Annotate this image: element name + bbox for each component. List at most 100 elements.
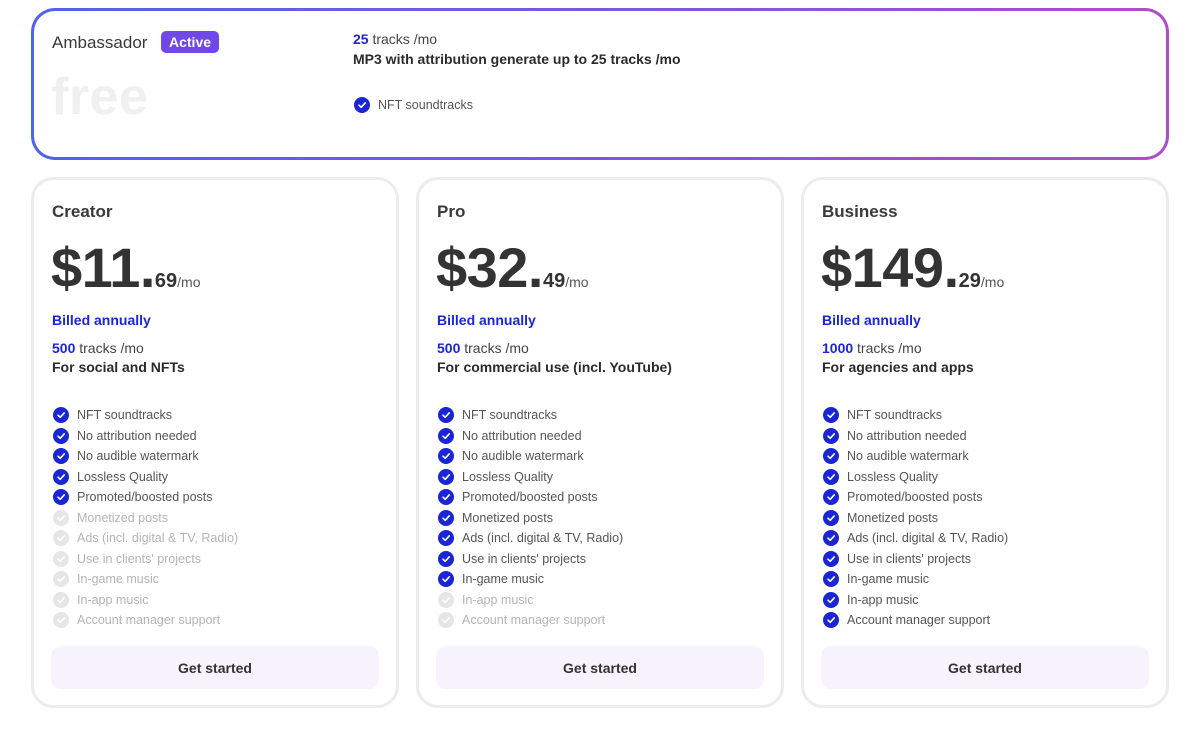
tracks-unit: tracks /mo bbox=[372, 31, 438, 47]
check-icon bbox=[438, 571, 454, 588]
get-started-button[interactable]: Get started bbox=[821, 646, 1149, 689]
feature-item: NFT soundtracks bbox=[53, 405, 238, 426]
check-icon bbox=[53, 468, 69, 485]
feature-item: In-app music bbox=[438, 590, 623, 611]
feature-label: Lossless Quality bbox=[847, 469, 939, 484]
tracks-per-month: 500 tracks /mo bbox=[437, 340, 529, 356]
plan-price: $32.49/mo bbox=[436, 235, 589, 300]
feature-item: No attribution needed bbox=[53, 426, 238, 447]
plan-name: Business bbox=[822, 202, 898, 221]
tracks-count: 500 bbox=[437, 340, 461, 356]
feature-item: No attribution needed bbox=[438, 426, 623, 447]
feature-label: Monetized posts bbox=[77, 510, 169, 525]
check-icon bbox=[53, 530, 69, 547]
feature-item: Promoted/boosted posts bbox=[53, 487, 238, 508]
feature-item: No audible watermark bbox=[823, 446, 1008, 467]
feature-item: NFT soundtracks bbox=[354, 97, 473, 113]
feature-label: No attribution needed bbox=[77, 428, 197, 443]
get-started-button[interactable]: Get started bbox=[436, 646, 764, 689]
tracks-unit: tracks /mo bbox=[857, 340, 922, 356]
feature-item: Monetized posts bbox=[823, 508, 1008, 529]
ambassador-plan-body: Ambassador Active free 25 tracks /mo MP3… bbox=[34, 11, 1166, 157]
check-icon bbox=[823, 591, 839, 608]
feature-label: NFT soundtracks bbox=[462, 408, 557, 423]
feature-label: Ads (incl. digital & TV, Radio) bbox=[77, 531, 239, 546]
plan-name: Ambassador bbox=[52, 33, 148, 52]
check-icon bbox=[53, 550, 69, 567]
feature-label: Use in clients' projects bbox=[77, 551, 201, 566]
feature-item: Account manager support bbox=[53, 610, 238, 631]
tracks-count: 1000 bbox=[822, 340, 854, 356]
feature-label: Use in clients' projects bbox=[462, 551, 586, 566]
check-icon bbox=[438, 427, 454, 444]
check-icon bbox=[438, 591, 454, 608]
feature-label: Account manager support bbox=[77, 613, 221, 628]
feature-label: In-game music bbox=[462, 572, 544, 587]
check-icon bbox=[823, 571, 839, 588]
feature-list: NFT soundtracks No attribution needed No a… bbox=[823, 405, 1008, 631]
feature-item: Ads (incl. digital & TV, Radio) bbox=[53, 528, 238, 549]
check-icon bbox=[823, 468, 839, 485]
billing-note: Billed annually bbox=[52, 312, 151, 328]
feature-item: Monetized posts bbox=[53, 508, 238, 529]
check-icon bbox=[53, 509, 69, 526]
feature-label: In-app music bbox=[462, 592, 534, 607]
tracks-unit: tracks /mo bbox=[79, 340, 144, 356]
check-icon bbox=[53, 489, 69, 506]
feature-label: In-app music bbox=[847, 592, 919, 607]
check-icon bbox=[823, 407, 839, 424]
price-major: $149. bbox=[821, 236, 959, 299]
check-icon bbox=[53, 407, 69, 424]
feature-item: Ads (incl. digital & TV, Radio) bbox=[823, 528, 1008, 549]
feature-item: No audible watermark bbox=[53, 446, 238, 467]
price-minor: 49 bbox=[543, 270, 566, 292]
feature-label: No audible watermark bbox=[77, 449, 199, 464]
feature-item: Use in clients' projects bbox=[438, 549, 623, 570]
feature-item: Lossless Quality bbox=[438, 467, 623, 488]
plan-use-case: For social and NFTs bbox=[52, 359, 185, 375]
check-icon bbox=[823, 612, 839, 629]
check-icon bbox=[438, 489, 454, 506]
plan-card-creator: Creator $11.69/mo Billed annually 500 track… bbox=[31, 177, 399, 708]
feature-item: In-game music bbox=[823, 569, 1008, 590]
tracks-per-month: 500 tracks /mo bbox=[52, 340, 144, 356]
billing-note: Billed annually bbox=[437, 312, 536, 328]
feature-item: In-game music bbox=[438, 569, 623, 590]
price-major: $32. bbox=[436, 236, 544, 299]
plan-price: $11.69/mo bbox=[51, 235, 201, 300]
get-started-button[interactable]: Get started bbox=[51, 646, 379, 689]
check-icon bbox=[438, 448, 454, 465]
feature-label: Monetized posts bbox=[462, 510, 554, 525]
feature-label: Use in clients' projects bbox=[847, 551, 971, 566]
plan-name: Creator bbox=[52, 202, 113, 221]
feature-label: NFT soundtracks bbox=[77, 408, 172, 423]
feature-item: Use in clients' projects bbox=[53, 549, 238, 570]
check-icon bbox=[53, 427, 69, 444]
check-icon bbox=[438, 530, 454, 547]
feature-label: Account manager support bbox=[847, 613, 991, 628]
feature-label: No attribution needed bbox=[462, 428, 582, 443]
feature-item: Account manager support bbox=[823, 610, 1008, 631]
check-icon bbox=[823, 427, 839, 444]
check-icon bbox=[438, 509, 454, 526]
check-icon bbox=[438, 612, 454, 629]
feature-item: Promoted/boosted posts bbox=[438, 487, 623, 508]
feature-label: In-game music bbox=[847, 572, 929, 587]
feature-item: Monetized posts bbox=[438, 508, 623, 529]
feature-label: Promoted/boosted posts bbox=[77, 490, 213, 505]
feature-item: In-app music bbox=[823, 590, 1008, 611]
check-icon bbox=[823, 550, 839, 567]
price-period: /mo bbox=[565, 274, 589, 290]
feature-label: Promoted/boosted posts bbox=[462, 490, 598, 505]
plan-description: MP3 with attribution generate up to 25 t… bbox=[353, 51, 681, 67]
feature-list: NFT soundtracks No attribution needed No a… bbox=[438, 405, 623, 631]
feature-item: NFT soundtracks bbox=[438, 405, 623, 426]
check-icon bbox=[438, 407, 454, 424]
feature-label: In-game music bbox=[77, 572, 159, 587]
feature-item: No audible watermark bbox=[438, 446, 623, 467]
feature-item: Use in clients' projects bbox=[823, 549, 1008, 570]
check-icon bbox=[438, 468, 454, 485]
price-major: $11. bbox=[51, 236, 155, 299]
price-period: /mo bbox=[980, 274, 1005, 290]
check-icon bbox=[354, 97, 370, 113]
